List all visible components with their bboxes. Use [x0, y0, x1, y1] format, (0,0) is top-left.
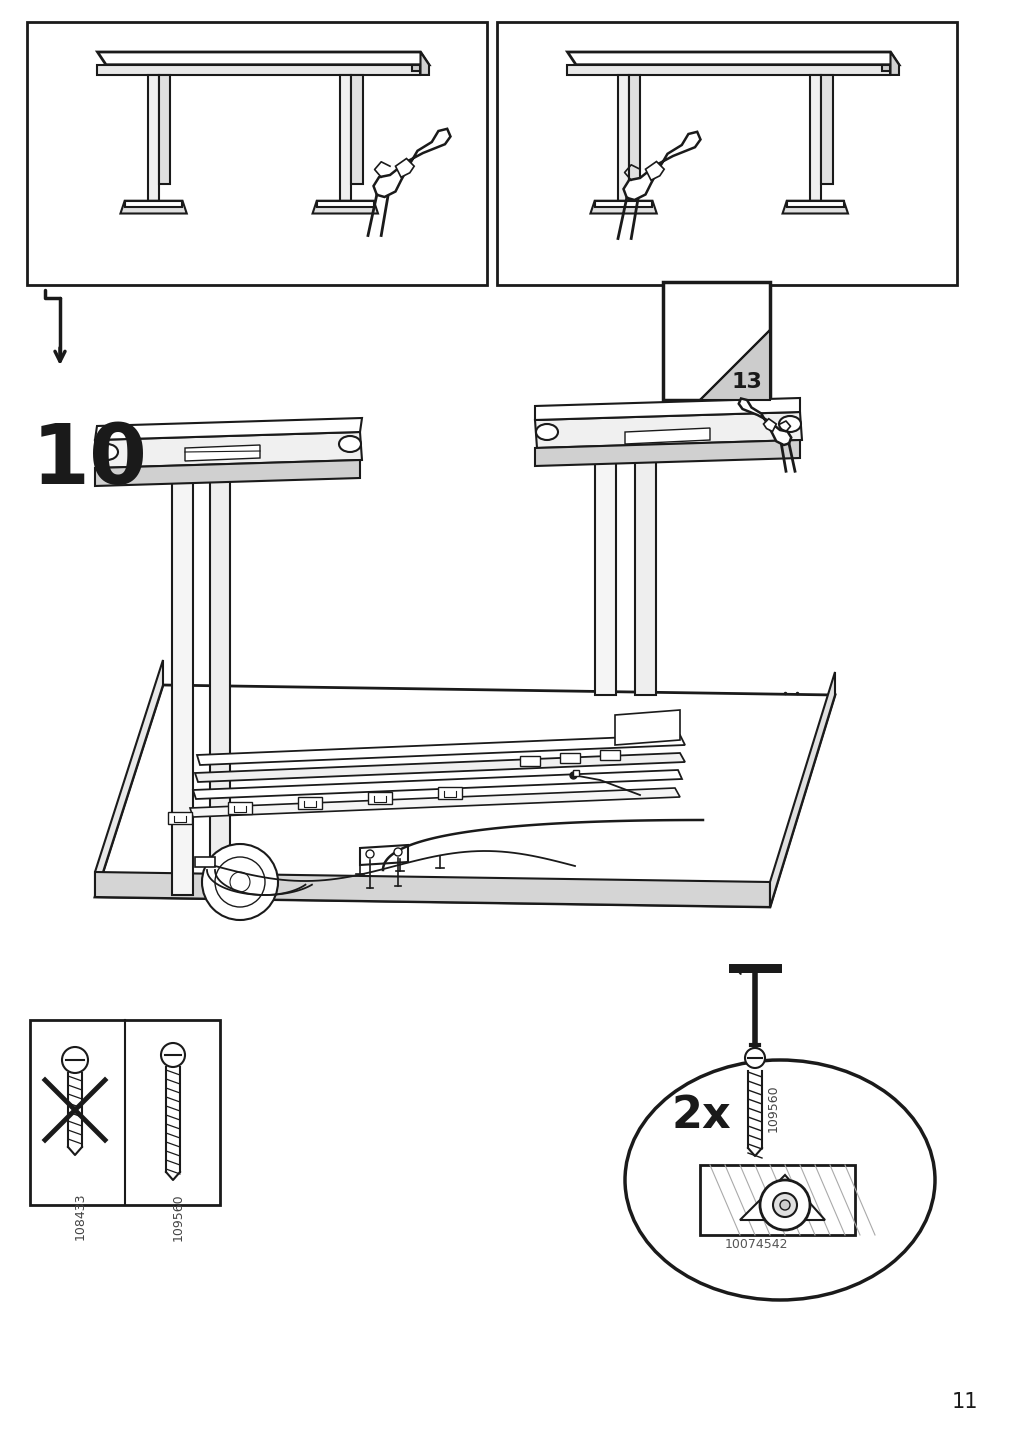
Text: 10074542: 10074542: [724, 1239, 788, 1252]
Polygon shape: [615, 710, 679, 745]
Polygon shape: [567, 64, 890, 74]
Ellipse shape: [778, 417, 801, 432]
Circle shape: [744, 1048, 764, 1068]
Bar: [496, 21, 956, 285]
Polygon shape: [124, 200, 182, 206]
Polygon shape: [618, 74, 628, 200]
Polygon shape: [185, 445, 260, 461]
Polygon shape: [882, 64, 890, 70]
Polygon shape: [769, 672, 834, 906]
Polygon shape: [395, 159, 413, 178]
Polygon shape: [95, 684, 834, 906]
Polygon shape: [149, 74, 159, 200]
Polygon shape: [762, 418, 775, 431]
Ellipse shape: [625, 1060, 934, 1300]
Polygon shape: [421, 52, 429, 74]
Polygon shape: [786, 200, 843, 206]
Polygon shape: [890, 52, 898, 74]
Polygon shape: [600, 750, 620, 760]
Text: 109560: 109560: [766, 1084, 779, 1131]
Polygon shape: [227, 802, 252, 813]
Ellipse shape: [96, 444, 118, 460]
Ellipse shape: [339, 435, 361, 453]
Circle shape: [366, 851, 374, 858]
Polygon shape: [700, 1166, 854, 1234]
Polygon shape: [809, 74, 820, 200]
Ellipse shape: [536, 424, 557, 440]
Polygon shape: [623, 132, 700, 200]
Polygon shape: [95, 460, 360, 485]
Polygon shape: [297, 798, 321, 809]
Polygon shape: [97, 64, 421, 74]
Polygon shape: [520, 756, 540, 766]
Polygon shape: [95, 872, 769, 906]
Polygon shape: [535, 398, 800, 420]
Circle shape: [779, 1200, 790, 1210]
Polygon shape: [95, 418, 362, 440]
Polygon shape: [351, 74, 362, 183]
Polygon shape: [97, 52, 429, 64]
Circle shape: [229, 872, 250, 892]
Polygon shape: [172, 442, 193, 895]
Polygon shape: [628, 74, 639, 183]
Polygon shape: [625, 428, 710, 444]
Text: 2x: 2x: [671, 1094, 731, 1137]
Polygon shape: [197, 735, 684, 765]
Text: 109560: 109560: [171, 1193, 184, 1240]
Circle shape: [214, 856, 265, 906]
Circle shape: [759, 1180, 809, 1230]
Polygon shape: [567, 52, 898, 64]
Polygon shape: [168, 812, 192, 823]
Polygon shape: [373, 129, 450, 198]
Polygon shape: [120, 200, 187, 213]
Polygon shape: [411, 64, 421, 70]
Circle shape: [62, 1047, 88, 1073]
Polygon shape: [535, 440, 800, 465]
Polygon shape: [193, 770, 681, 799]
Circle shape: [393, 848, 401, 856]
Polygon shape: [316, 200, 373, 206]
Polygon shape: [312, 200, 378, 213]
Text: 10: 10: [32, 420, 148, 501]
Bar: [195, 856, 214, 866]
Polygon shape: [738, 398, 791, 445]
Polygon shape: [645, 162, 663, 180]
Polygon shape: [634, 428, 655, 695]
Polygon shape: [700, 329, 769, 400]
Polygon shape: [340, 74, 351, 200]
Polygon shape: [95, 432, 362, 468]
Polygon shape: [535, 412, 801, 448]
Polygon shape: [820, 74, 832, 183]
Circle shape: [161, 1042, 185, 1067]
Polygon shape: [589, 200, 656, 213]
Polygon shape: [782, 200, 847, 213]
Polygon shape: [210, 442, 229, 895]
Polygon shape: [438, 788, 462, 799]
Bar: [27, 21, 486, 285]
Polygon shape: [594, 428, 616, 695]
Polygon shape: [95, 660, 163, 896]
Polygon shape: [159, 74, 170, 183]
Text: 13: 13: [730, 372, 761, 392]
Circle shape: [202, 843, 278, 919]
Bar: [662, 282, 769, 400]
Text: 108433: 108433: [74, 1193, 86, 1240]
Circle shape: [772, 1193, 797, 1217]
Polygon shape: [559, 753, 579, 763]
Polygon shape: [594, 200, 652, 206]
Bar: [30, 1020, 219, 1204]
Polygon shape: [195, 753, 684, 782]
Polygon shape: [190, 788, 679, 818]
Polygon shape: [360, 845, 407, 865]
Polygon shape: [368, 792, 391, 803]
Text: 11: 11: [950, 1392, 977, 1412]
Polygon shape: [739, 1176, 824, 1220]
